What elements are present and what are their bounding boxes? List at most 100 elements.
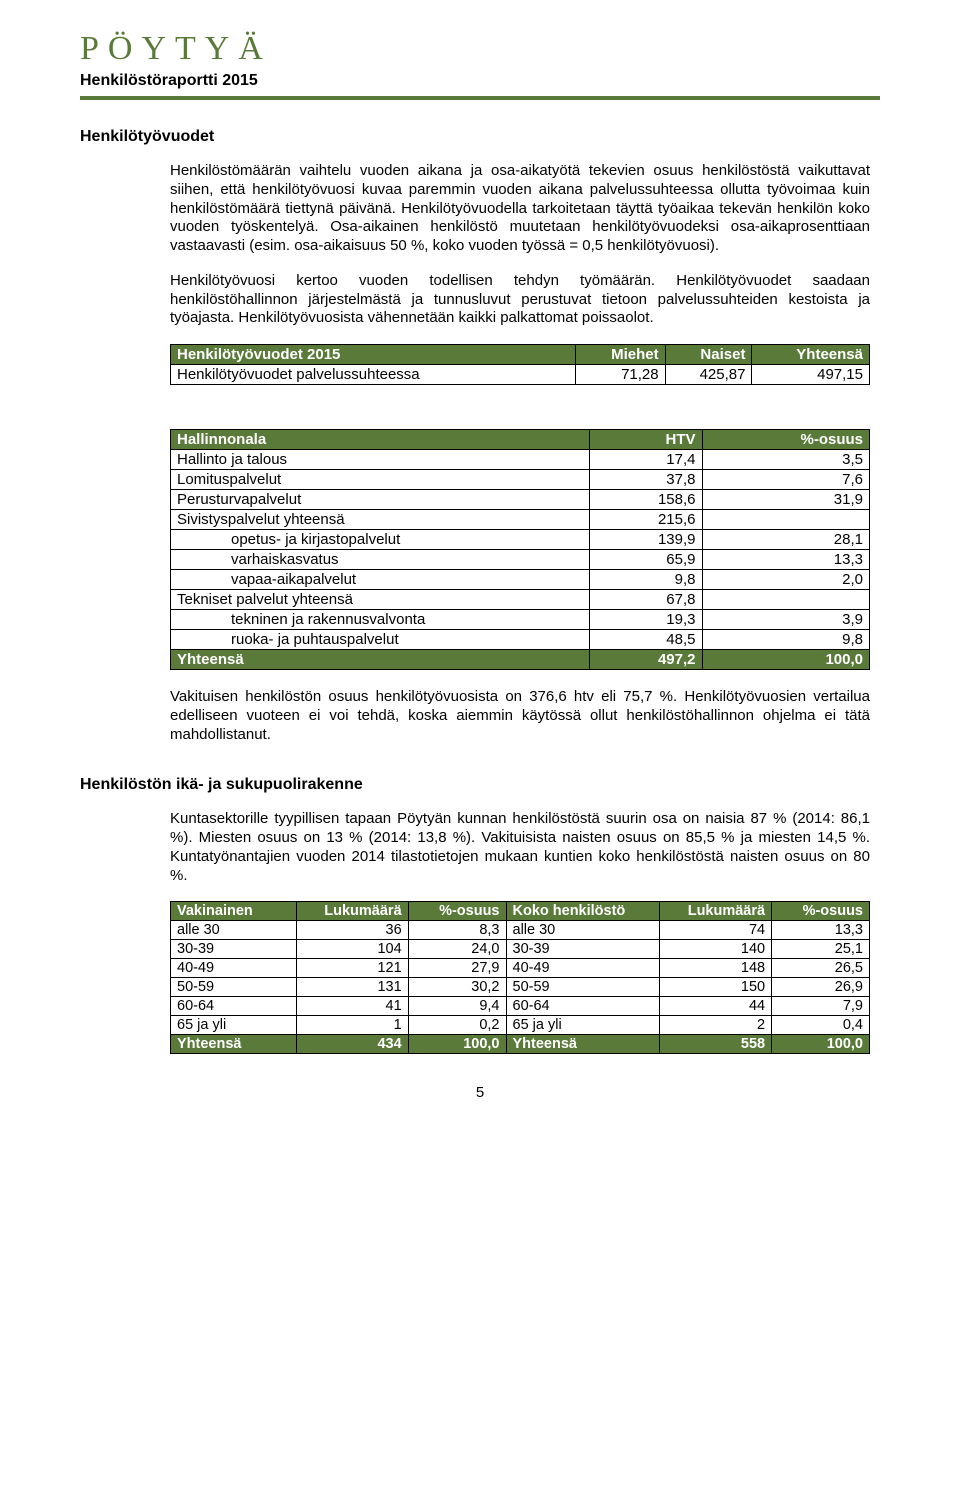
t3-f-rn: 558: [660, 1035, 772, 1054]
t3-cell: 40-49: [506, 959, 660, 978]
t3-cell: 24,0: [408, 940, 506, 959]
t2-label: vapaa-aikapalvelut: [171, 570, 590, 590]
t3-f-r: Yhteensä: [506, 1035, 660, 1054]
t3-hr0: Koko henkilöstö: [506, 902, 660, 921]
table-row: varhaiskasvatus65,913,3: [171, 550, 870, 570]
t2-pct: 13,3: [702, 550, 870, 570]
t2-htv: 65,9: [590, 550, 702, 570]
t3-cell: 60-64: [506, 997, 660, 1016]
t2-htv: 37,8: [590, 470, 702, 490]
table-row: Henkilötyövuodet palvelussuhteessa 71,28…: [171, 365, 870, 385]
t2-label: varhaiskasvatus: [171, 550, 590, 570]
t3-f-rp: 100,0: [772, 1035, 870, 1054]
t2-htv: 139,9: [590, 530, 702, 550]
t3-cell: 8,3: [408, 921, 506, 940]
t3-cell: 9,4: [408, 997, 506, 1016]
t2-htv: 19,3: [590, 610, 702, 630]
t3-cell: 0,4: [772, 1016, 870, 1035]
t2-f-pct: 100,0: [702, 650, 870, 670]
t2-f-htv: 497,2: [590, 650, 702, 670]
report-title: Henkilöstöraportti 2015: [80, 72, 880, 90]
t2-pct: [702, 510, 870, 530]
t2-label: opetus- ja kirjastopalvelut: [171, 530, 590, 550]
t3-cell: 74: [660, 921, 772, 940]
table-htv-2015: Henkilötyövuodet 2015 Miehet Naiset Yhte…: [170, 344, 870, 385]
t1-v2: 497,15: [752, 365, 870, 385]
t3-f-l: Yhteensä: [171, 1035, 297, 1054]
t3-hr2: %-osuus: [772, 902, 870, 921]
t2-h1: HTV: [590, 430, 702, 450]
t2-label: Sivistyspalvelut yhteensä: [171, 510, 590, 530]
t2-h2: %-osuus: [702, 430, 870, 450]
t3-cell: alle 30: [171, 921, 297, 940]
t2-pct: 31,9: [702, 490, 870, 510]
t3-cell: 7,9: [772, 997, 870, 1016]
t2-htv: 17,4: [590, 450, 702, 470]
t2-f-label: Yhteensä: [171, 650, 590, 670]
t2-label: ruoka- ja puhtauspalvelut: [171, 630, 590, 650]
t2-label: Tekniset palvelut yhteensä: [171, 590, 590, 610]
t3-cell: 30-39: [506, 940, 660, 959]
t2-label: Hallinto ja talous: [171, 450, 590, 470]
t3-cell: alle 30: [506, 921, 660, 940]
table-row: 50-5913130,250-5915026,9: [171, 978, 870, 997]
t3-cell: 104: [296, 940, 408, 959]
t2-htv: 67,8: [590, 590, 702, 610]
t2-pct: 2,0: [702, 570, 870, 590]
t2-footer: Yhteensä 497,2 100,0: [171, 650, 870, 670]
t3-cell: 121: [296, 959, 408, 978]
t3-footer: Yhteensä 434 100,0 Yhteensä 558 100,0: [171, 1035, 870, 1054]
t2-label: Lomituspalvelut: [171, 470, 590, 490]
table-row: Tekniset palvelut yhteensä67,8: [171, 590, 870, 610]
t3-cell: 0,2: [408, 1016, 506, 1035]
table-row: vapaa-aikapalvelut9,82,0: [171, 570, 870, 590]
logo-text: PÖYTYÄ: [80, 30, 272, 68]
t3-hr1: Lukumäärä: [660, 902, 772, 921]
t1-h2: Naiset: [665, 345, 752, 365]
t1-v0: 71,28: [576, 365, 665, 385]
t3-cell: 2: [660, 1016, 772, 1035]
table-hallinnonala: Hallinnonala HTV %-osuus Hallinto ja tal…: [170, 429, 870, 670]
t1-h1: Miehet: [576, 345, 665, 365]
t3-cell: 26,5: [772, 959, 870, 978]
t2-pct: 3,5: [702, 450, 870, 470]
t2-htv: 215,6: [590, 510, 702, 530]
header-divider: [80, 96, 880, 100]
page-number: 5: [80, 1084, 880, 1101]
section-heading-age: Henkilöstön ikä- ja sukupuolirakenne: [80, 776, 880, 794]
t3-cell: 148: [660, 959, 772, 978]
t2-htv: 158,6: [590, 490, 702, 510]
table-row: 65 ja yli10,265 ja yli20,4: [171, 1016, 870, 1035]
t3-cell: 44: [660, 997, 772, 1016]
t2-pct: 3,9: [702, 610, 870, 630]
t3-cell: 1: [296, 1016, 408, 1035]
paragraph-4: Kuntasektorille tyypillisen tapaan Pöyty…: [170, 810, 870, 885]
t2-pct: 7,6: [702, 470, 870, 490]
paragraph-2: Henkilötyövuosi kertoo vuoden todellisen…: [170, 272, 870, 328]
t3-cell: 50-59: [171, 978, 297, 997]
t3-cell: 36: [296, 921, 408, 940]
table-row: 60-64419,460-64447,9: [171, 997, 870, 1016]
t3-cell: 41: [296, 997, 408, 1016]
section-heading-htv: Henkilötyövuodet: [80, 128, 880, 146]
content-block-2: Kuntasektorille tyypillisen tapaan Pöyty…: [170, 810, 870, 1054]
t2-htv: 48,5: [590, 630, 702, 650]
t3-cell: 131: [296, 978, 408, 997]
t3-hl1: Lukumäärä: [296, 902, 408, 921]
table-row: 30-3910424,030-3914025,1: [171, 940, 870, 959]
table-row: Sivistyspalvelut yhteensä215,6: [171, 510, 870, 530]
t3-f-lp: 100,0: [408, 1035, 506, 1054]
paragraph-3: Vakituisen henkilöstön osuus henkilötyöv…: [170, 688, 870, 744]
t1-v1: 425,87: [665, 365, 752, 385]
t1-label: Henkilötyövuodet palvelussuhteessa: [171, 365, 576, 385]
table-row: Lomituspalvelut37,87,6: [171, 470, 870, 490]
t3-cell: 65 ja yli: [171, 1016, 297, 1035]
t2-label: Perusturvapalvelut: [171, 490, 590, 510]
table-row: Perusturvapalvelut158,631,9: [171, 490, 870, 510]
table-row: opetus- ja kirjastopalvelut139,928,1: [171, 530, 870, 550]
t2-pct: 9,8: [702, 630, 870, 650]
table-row: Hallinto ja talous17,43,5: [171, 450, 870, 470]
table-age-structure: Vakinainen Lukumäärä %-osuus Koko henkil…: [170, 901, 870, 1054]
t2-h0: Hallinnonala: [171, 430, 590, 450]
table-row: 40-4912127,940-4914826,5: [171, 959, 870, 978]
